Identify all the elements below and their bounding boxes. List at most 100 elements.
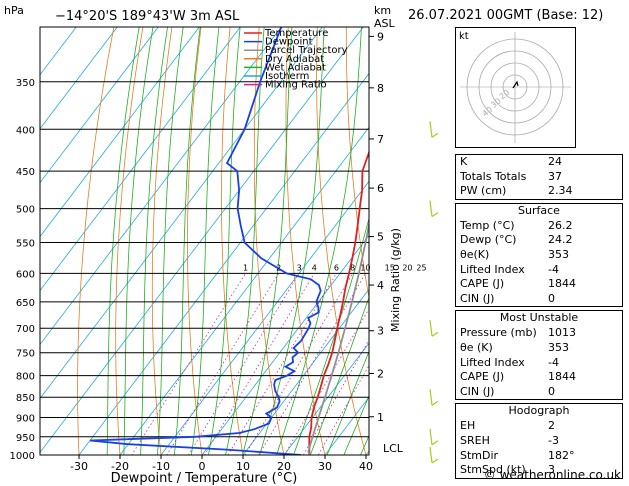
mixing-ratio-label: 3 [297, 263, 302, 272]
legend-label: Isotherm [265, 71, 309, 82]
most-unstable-label: θe (K) [460, 340, 493, 354]
most-unstable-label: CIN (J) [460, 384, 495, 398]
most-unstable-value: 1844 [548, 370, 576, 384]
isotherm-line [40, 27, 282, 346]
km-tick-label: 6 [377, 182, 384, 195]
surface-row: Temp (°C) 26.2 [456, 219, 622, 234]
pressure-tick-label: 400 [16, 125, 35, 136]
mixing-ratio-line [258, 273, 366, 455]
most-unstable-label: Pressure (mb) [460, 326, 537, 340]
most-unstable-label: Lifted Index [460, 355, 525, 369]
most-unstable-value: 353 [548, 340, 569, 354]
hodograph-trace [512, 80, 519, 89]
x-tick-label: 20 [277, 460, 291, 473]
surface-title: Surface [518, 203, 560, 217]
isotherm-line [40, 27, 159, 184]
dry-adiabat-line [115, 27, 144, 455]
mixing-ratio-label: 20 [402, 263, 412, 272]
indices-label: PW (cm) [460, 184, 507, 198]
km-tick-label: 5 [377, 231, 384, 244]
surface-value: 0 [548, 291, 555, 305]
legend-label: Temperature [264, 28, 328, 39]
surface-label: CIN (J) [460, 291, 495, 305]
pressure-tick-label: 1000 [10, 451, 35, 462]
most-unstable-row: CAPE (J) 1844 [456, 370, 622, 385]
pressure-tick-label: 650 [16, 298, 35, 309]
wet-adiabat-line [208, 27, 241, 455]
x-tick-label: -20 [111, 460, 129, 473]
pressure-tick-label: 550 [16, 238, 35, 249]
hodograph-table-value: 182° [548, 448, 575, 462]
surface-box: Surface Temp (°C) 26.2 Dewp (°C) 24.2 θe(K) 3… [455, 202, 623, 308]
mixing-ratio-label: 4 [312, 263, 317, 272]
most-unstable-value: -4 [548, 355, 559, 369]
surface-label: Lifted Index [460, 262, 525, 276]
wet-adiabat-line [242, 27, 293, 455]
asl-label: ASL [374, 17, 396, 30]
wet-adiabat-line [225, 27, 265, 455]
pressure-tick-label: 600 [16, 269, 35, 280]
pressure-tick-label: 500 [16, 205, 35, 216]
most-unstable-box: Most Unstable Pressure (mb) 1013 θe (K) 353… [455, 310, 623, 401]
x-tick-label: -30 [70, 460, 88, 473]
hodograph-table-label: StmDir [460, 448, 499, 462]
hodograph-table-label: SREH [460, 433, 490, 447]
most-unstable-value: 1013 [548, 326, 576, 340]
hodograph-table-label: EH [460, 419, 476, 433]
mixing-ratio-line [188, 273, 300, 455]
dry-adiabat-line [285, 27, 326, 455]
hodograph-panel: kt 40 30 20 [455, 27, 576, 148]
legend-label: Mixing Ratio [265, 80, 327, 91]
wet-adiabat-line [293, 216, 369, 455]
indices-row: PW (cm) 2.34 [456, 184, 622, 199]
km-tick-label: 8 [377, 82, 384, 95]
hpa-unit-label: hPa [4, 4, 24, 17]
x-axis-title: Dewpoint / Temperature (°C) [111, 471, 298, 486]
wind-barb [429, 428, 439, 446]
mixing-ratio-label: 1 [243, 263, 248, 272]
pressure-tick-label: 900 [16, 414, 35, 425]
wet-adiabat-line [106, 27, 140, 455]
pressure-tick-label: 800 [16, 372, 35, 383]
surface-row: CIN (J) 0 [456, 292, 622, 307]
mixing-ratio-label: 6 [334, 263, 339, 272]
hodograph-table-value: -3 [548, 433, 559, 447]
most-unstable-row: θe (K) 353 [456, 341, 622, 356]
pressure-tick-label: 450 [16, 167, 35, 178]
wind-barb [429, 389, 439, 406]
dry-adiabat-line [316, 27, 367, 455]
pressure-tick-label: 750 [16, 349, 35, 360]
dry-adiabat-line [375, 3, 454, 473]
legend-label: Dewpoint [265, 37, 313, 48]
isotherm-line [242, 288, 369, 455]
most-unstable-value: 0 [548, 384, 555, 398]
indices-panel: K 24 Totals Totals 37 PW (cm) 2.34 Surface Te… [455, 154, 623, 482]
indices-value: 37 [548, 169, 562, 183]
hodograph-table-value: 2 [548, 419, 555, 433]
surface-label: Dewp (°C) [460, 233, 517, 247]
indices-value: 2.34 [548, 184, 573, 198]
dry-adiabat-line [253, 27, 285, 455]
x-tick-label: 0 [199, 460, 206, 473]
pressure-tick-label: 850 [16, 393, 35, 404]
surface-row: CAPE (J) 1844 [456, 277, 622, 292]
mixing-ratio-line [131, 273, 246, 455]
wet-adiabat-line [123, 27, 154, 455]
most-unstable-row: Pressure (mb) 1013 [456, 326, 622, 341]
surface-row: Dewp (°C) 24.2 [456, 233, 622, 248]
wind-barb [429, 121, 439, 138]
isotherm-line [40, 27, 118, 130]
wet-adiabat-line [173, 27, 201, 455]
surface-value: 1844 [548, 277, 576, 291]
km-unit-label: km [374, 4, 391, 17]
hodograph-table-label: StmSpd (kt) [460, 463, 526, 477]
hodograph-table-box: Hodograph EH 2 SREH -3 StmDir 182° StmSpd (kt)… [455, 403, 623, 479]
temperature-line [308, 148, 369, 455]
lcl-label: LCL [383, 442, 404, 455]
mixing-ratio-axis-title: Mixing Ratio (g/kg) [389, 228, 402, 332]
legend-label: Dry Adiabat [265, 54, 324, 65]
x-tick-label: 30 [318, 460, 332, 473]
x-tick-label: 10 [236, 460, 250, 473]
surface-value: 24.2 [548, 233, 573, 247]
surface-label: CAPE (J) [460, 277, 505, 291]
